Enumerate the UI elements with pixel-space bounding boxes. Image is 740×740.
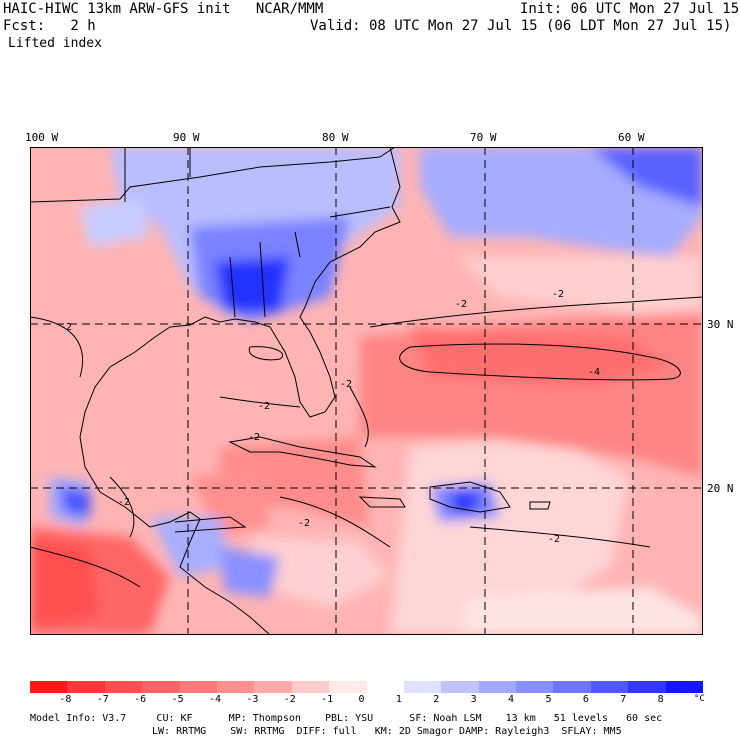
- model-info-line1: Model Info: V3.7 CU: KF MP: Thompson PBL…: [30, 713, 663, 724]
- model-title: HAIC-HIWC 13km ARW-GFS init NCAR/MMM: [3, 1, 324, 17]
- coastlines: [30, 147, 551, 635]
- colorbar-swatch: [142, 681, 180, 693]
- svg-text:-2: -2: [455, 299, 467, 310]
- colorbar-swatch: [516, 681, 554, 693]
- colorbar-swatch: [665, 681, 704, 693]
- lat-lon-grid: [30, 147, 703, 635]
- colorbar-swatch: [478, 681, 517, 693]
- lon-label-60w: 60 W: [618, 131, 645, 144]
- colorbar-label: 7: [620, 694, 627, 705]
- colorbar-swatch: [179, 681, 217, 693]
- colorbar-swatch: [254, 681, 292, 693]
- colorbar-label: -8: [59, 694, 72, 705]
- colorbar-label: 8: [657, 694, 664, 705]
- lon-label-100w: 100 W: [25, 131, 59, 144]
- colorbar-label: 5: [545, 694, 552, 705]
- lat-label-20n: 20 N: [707, 482, 734, 495]
- svg-text:-2: -2: [548, 534, 560, 545]
- colorbar-swatch: [30, 681, 68, 693]
- colorbar-swatch: [403, 681, 442, 693]
- colorbar-label: 6: [582, 694, 589, 705]
- svg-text:-2: -2: [298, 518, 310, 529]
- colorbar-label: -3: [246, 694, 259, 705]
- colorbar-swatch: [628, 681, 666, 693]
- colorbar-swatch: [441, 681, 479, 693]
- init-time: Init: 06 UTC Mon 27 Jul 15: [520, 1, 740, 17]
- colorbar-label: -6: [134, 694, 147, 705]
- svg-text:-2: -2: [60, 322, 72, 333]
- colorbar-swatch: [590, 681, 629, 693]
- colorbar-label: 4: [508, 694, 515, 705]
- colorbar-label: 0: [358, 694, 365, 705]
- svg-text:-2: -2: [118, 497, 130, 508]
- lat-label-30n: 30 N: [707, 318, 734, 331]
- colorbar-swatch: [291, 681, 330, 693]
- colorbar-label: -4: [208, 694, 221, 705]
- contour-labels: -2 -2 -2 -2 -2 -2 -2 -2 -2 -4: [60, 289, 600, 545]
- colorbar-label: -5: [171, 694, 184, 705]
- colorbar-label: -7: [96, 694, 109, 705]
- colorbar-unit: °C: [694, 694, 705, 704]
- colorbar-label: -1: [321, 694, 334, 705]
- colorbar-swatch: [67, 681, 105, 693]
- colorbar-label: 1: [395, 694, 402, 705]
- colorbar-label: 3: [470, 694, 477, 705]
- colorbar-label: -2: [283, 694, 296, 705]
- valid-time: Valid: 08 UTC Mon 27 Jul 15 (06 LDT Mon …: [310, 18, 732, 34]
- model-info-line2: LW: RRTMG SW: RRTMG DIFF: full KM: 2D Sm…: [152, 726, 622, 737]
- colorbar-swatch: [553, 681, 591, 693]
- lon-label-70w: 70 W: [470, 131, 497, 144]
- colorbar-swatch: [104, 681, 143, 693]
- svg-text:-2: -2: [340, 379, 352, 390]
- colorbar-swatch: [366, 681, 404, 693]
- lon-label-90w: 90 W: [173, 131, 200, 144]
- forecast-hour: Fcst: 2 h: [3, 18, 96, 34]
- svg-text:-2: -2: [258, 401, 270, 412]
- lon-label-80w: 80 W: [322, 131, 349, 144]
- colorbar-swatch: [216, 681, 255, 693]
- colorbar-label: 2: [433, 694, 440, 705]
- colorbar-labels: -8 -7 -6 -5 -4 -3 -2 -1 0 1 2 3 4 5 6 7 8: [30, 694, 703, 706]
- svg-text:-4: -4: [588, 367, 600, 378]
- contours: [30, 296, 703, 588]
- colorbar: [30, 681, 704, 693]
- svg-text:-2: -2: [552, 289, 564, 300]
- colorbar-swatch: [329, 681, 367, 693]
- svg-text:-2: -2: [248, 432, 260, 443]
- lifted-index-map: -2 -2 -2 -2 -2 -2 -2 -2 -2 -4: [30, 147, 703, 635]
- map-frame: [30, 147, 703, 635]
- field-name: Lifted index: [8, 36, 102, 51]
